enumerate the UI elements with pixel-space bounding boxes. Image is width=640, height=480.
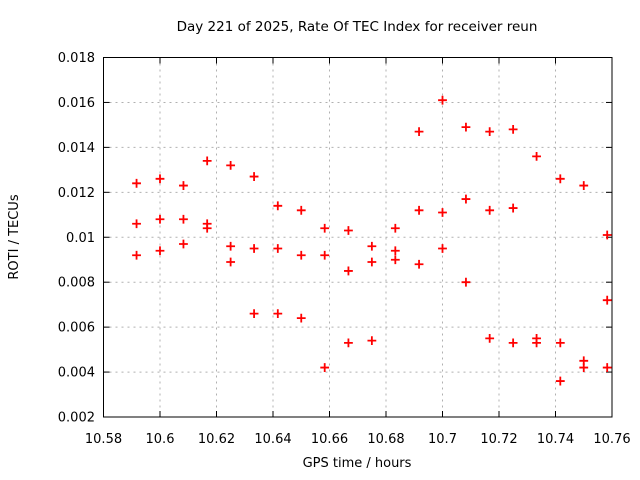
data-point-marker bbox=[367, 241, 377, 251]
plot-border bbox=[103, 57, 613, 418]
data-point-marker bbox=[202, 223, 212, 233]
x-tick-label: 10.74 bbox=[537, 432, 574, 447]
y-tick-label: 0.012 bbox=[58, 186, 95, 201]
y-tick-label: 0.018 bbox=[58, 51, 95, 66]
data-point-marker bbox=[273, 244, 283, 253]
data-point-marker bbox=[249, 172, 259, 181]
x-tick-label: 10.7 bbox=[428, 432, 457, 447]
data-point-marker bbox=[296, 205, 306, 215]
y-tick-label: 0.014 bbox=[58, 141, 95, 156]
data-point-marker bbox=[344, 226, 353, 235]
data-point-marker bbox=[249, 244, 259, 253]
data-point-marker bbox=[579, 181, 589, 190]
axis-layer: 10.58 10.6 10.62 10.64 10.66 10.68 10.7 10.72 10… bbox=[58, 51, 631, 447]
data-point-marker bbox=[249, 309, 259, 319]
data-point-marker bbox=[485, 333, 495, 343]
data-point-marker bbox=[602, 295, 612, 305]
data-point-marker bbox=[508, 125, 518, 134]
data-point-marker bbox=[579, 363, 589, 372]
data-point-marker bbox=[414, 127, 424, 137]
data-point-marker bbox=[508, 203, 518, 213]
data-point-marker bbox=[296, 313, 306, 323]
y-tick-label: 0.004 bbox=[58, 366, 95, 381]
data-point-marker bbox=[155, 174, 165, 184]
data-point-marker bbox=[202, 156, 212, 166]
data-point-marker bbox=[555, 338, 565, 348]
data-point-marker bbox=[132, 250, 141, 260]
data-point-marker bbox=[320, 223, 330, 233]
x-axis-label: GPS time / hours bbox=[303, 456, 412, 471]
data-point-marker bbox=[226, 241, 236, 251]
data-point-marker bbox=[390, 255, 400, 265]
data-point-marker bbox=[320, 250, 330, 260]
data-point-marker bbox=[296, 250, 306, 260]
data-point-marker bbox=[438, 244, 447, 253]
data-point-marker bbox=[532, 338, 541, 348]
data-point-marker bbox=[132, 178, 141, 188]
data-point-marker bbox=[273, 309, 283, 319]
data-point-marker bbox=[555, 376, 565, 386]
data-point-marker bbox=[602, 363, 612, 372]
grid-layer bbox=[103, 57, 612, 417]
data-point-marker bbox=[155, 246, 165, 256]
y-tick-label: 0.002 bbox=[58, 411, 95, 426]
data-point-marker bbox=[602, 230, 612, 240]
y-tick-label: 0.016 bbox=[58, 96, 95, 111]
data-point-marker bbox=[485, 205, 495, 215]
x-tick-label: 10.64 bbox=[254, 432, 291, 447]
data-point-marker bbox=[179, 239, 188, 249]
data-point-marker bbox=[132, 219, 141, 229]
data-point-marker bbox=[226, 257, 236, 267]
data-point-marker bbox=[461, 122, 471, 132]
data-point-marker bbox=[485, 127, 495, 137]
chart-title: Day 221 of 2025, Rate Of TEC Index for r… bbox=[177, 19, 538, 35]
x-tick-label: 10.76 bbox=[593, 432, 630, 447]
x-tick-label: 10.66 bbox=[311, 432, 348, 447]
data-point-marker bbox=[414, 205, 424, 215]
x-tick-label: 10.72 bbox=[480, 432, 517, 447]
data-point-marker bbox=[414, 259, 424, 269]
data-point-marker bbox=[320, 363, 330, 372]
data-point-marker bbox=[390, 223, 400, 233]
data-point-marker bbox=[344, 338, 353, 348]
data-point-marker bbox=[461, 277, 471, 287]
data-point-marker bbox=[367, 257, 377, 267]
x-tick-label: 10.58 bbox=[85, 432, 122, 447]
x-tick-label: 10.6 bbox=[146, 432, 175, 447]
x-tick-label: 10.68 bbox=[367, 432, 404, 447]
y-tick-label: 0.006 bbox=[58, 321, 95, 336]
data-point-marker bbox=[273, 201, 283, 211]
data-point-marker bbox=[461, 194, 471, 204]
data-point-marker bbox=[344, 266, 353, 276]
x-tick-label: 10.62 bbox=[198, 432, 235, 447]
y-tick-label: 0.008 bbox=[58, 276, 95, 291]
data-points bbox=[132, 95, 612, 386]
data-point-marker bbox=[555, 174, 565, 184]
data-point-marker bbox=[508, 338, 518, 348]
y-tick-label: 0.01 bbox=[66, 231, 95, 246]
data-point-marker bbox=[179, 181, 188, 190]
data-point-marker bbox=[438, 208, 447, 217]
y-axis-label: ROTI / TECUs bbox=[7, 194, 22, 279]
data-point-marker bbox=[390, 246, 400, 256]
data-point-marker bbox=[226, 160, 236, 170]
data-point-marker bbox=[438, 95, 447, 105]
data-point-marker bbox=[532, 151, 541, 161]
data-point-marker bbox=[179, 214, 188, 224]
data-point-marker bbox=[155, 214, 165, 224]
data-point-marker bbox=[367, 336, 377, 346]
